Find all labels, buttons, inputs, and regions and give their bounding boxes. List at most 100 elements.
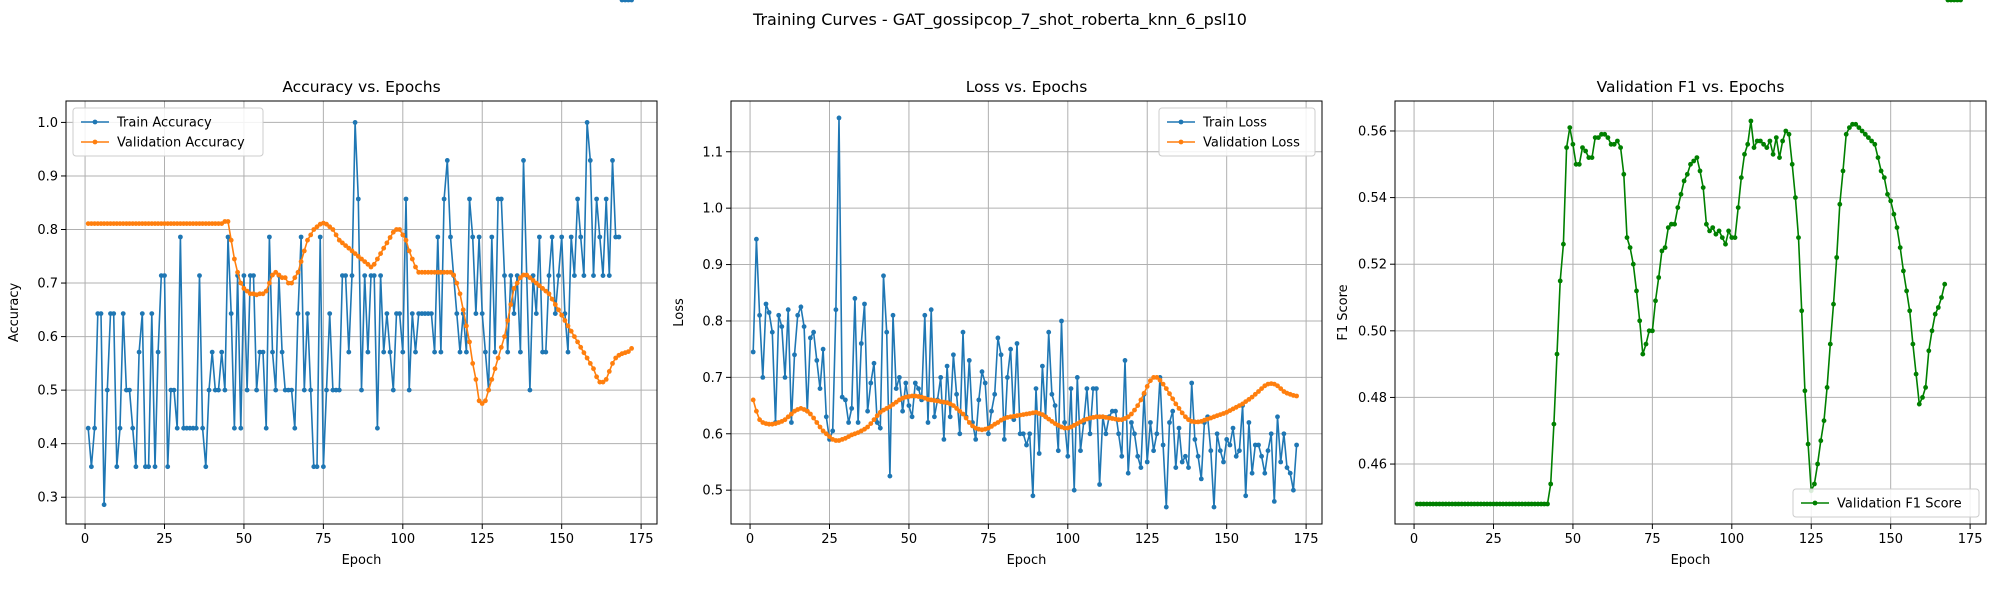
data-point [1024, 442, 1029, 448]
data-point [387, 349, 393, 355]
data-point [219, 349, 225, 355]
data-point [1284, 465, 1290, 470]
data-point [111, 311, 117, 316]
data-point [565, 349, 571, 355]
data-point [1040, 363, 1045, 369]
legend-marker [1812, 500, 1818, 506]
data-point [1252, 391, 1258, 397]
data-point [833, 307, 839, 313]
data-point [1195, 453, 1201, 459]
data-point [792, 352, 797, 358]
data-point [1862, 131, 1868, 137]
data-point [1275, 414, 1280, 420]
data-point [1704, 221, 1709, 227]
data-point [203, 464, 209, 470]
data-point [1796, 235, 1801, 241]
data-point [476, 398, 482, 404]
y-tick-label: 0.7 [37, 277, 58, 292]
data-point [976, 397, 982, 403]
data-point [1065, 453, 1071, 459]
data-point [591, 366, 596, 372]
data-point [209, 349, 215, 355]
data-point [457, 291, 463, 297]
data-point [995, 335, 1001, 341]
data-point [228, 311, 234, 316]
data-point [359, 256, 364, 262]
data-point [301, 387, 307, 393]
data-point [1958, 0, 1963, 3]
data-point [1046, 329, 1052, 335]
data-point [613, 355, 619, 361]
data-point [1001, 437, 1007, 442]
data-point [1208, 448, 1214, 454]
data-point [823, 414, 829, 420]
data-point [782, 375, 788, 380]
legend-label: Train Loss [1202, 116, 1267, 131]
data-point [225, 219, 231, 224]
data-point [479, 311, 485, 316]
x-tick-label: 25 [1485, 532, 1502, 547]
data-point [1059, 318, 1064, 324]
data-point [225, 234, 231, 240]
data-point [232, 425, 237, 431]
data-point [1907, 308, 1913, 314]
data-point [432, 349, 437, 355]
y-tick-label: 0.6 [702, 427, 723, 442]
data-point [1920, 395, 1925, 400]
data-point [568, 328, 574, 334]
data-point [1672, 221, 1677, 227]
y-tick-label: 1.0 [702, 202, 723, 217]
data-point [139, 311, 145, 316]
data-point [1176, 425, 1182, 431]
data-point [308, 387, 314, 393]
data-point [960, 329, 966, 335]
data-point [289, 387, 294, 393]
data-point [483, 398, 488, 404]
legend-marker [92, 139, 98, 145]
data-point [1802, 388, 1808, 394]
data-point [1824, 385, 1830, 390]
x-axis-label: Epoch [342, 553, 382, 568]
x-tick-label: 150 [1878, 532, 1903, 547]
data-point [1621, 171, 1627, 177]
data-point [1827, 341, 1833, 347]
data-point [1125, 470, 1131, 476]
data-point [1916, 401, 1922, 407]
data-point [89, 464, 94, 470]
data-point [1268, 431, 1274, 437]
data-point [362, 259, 368, 264]
data-point [1694, 155, 1700, 161]
data-point [1932, 311, 1938, 317]
data-point [533, 311, 539, 316]
x-tick-label: 50 [1565, 532, 1582, 547]
data-point [606, 369, 612, 374]
data-point [133, 464, 139, 470]
data-point [629, 0, 634, 3]
data-point [578, 344, 584, 350]
data-point [222, 387, 228, 393]
legend-label: Validation F1 Score [1837, 497, 1962, 512]
data-point [260, 349, 266, 355]
data-point [1589, 155, 1595, 161]
data-point [1163, 504, 1169, 510]
data-point [811, 415, 816, 421]
data-point [890, 312, 896, 318]
axes-frame [1394, 100, 1987, 525]
x-tick-label: 100 [1055, 532, 1080, 547]
data-point [941, 437, 947, 442]
x-tick-label: 150 [549, 532, 574, 547]
data-point [1132, 431, 1137, 437]
data-point [127, 387, 132, 393]
data-point [1154, 431, 1160, 437]
data-point [1615, 138, 1620, 144]
data-point [492, 349, 498, 355]
data-point [760, 375, 766, 380]
data-point [776, 312, 782, 318]
data-point [808, 411, 813, 417]
data-point [406, 248, 412, 254]
data-point [327, 311, 333, 316]
data-point [502, 273, 507, 278]
series-line [752, 117, 1298, 508]
data-point [162, 273, 167, 278]
data-point [549, 234, 555, 240]
